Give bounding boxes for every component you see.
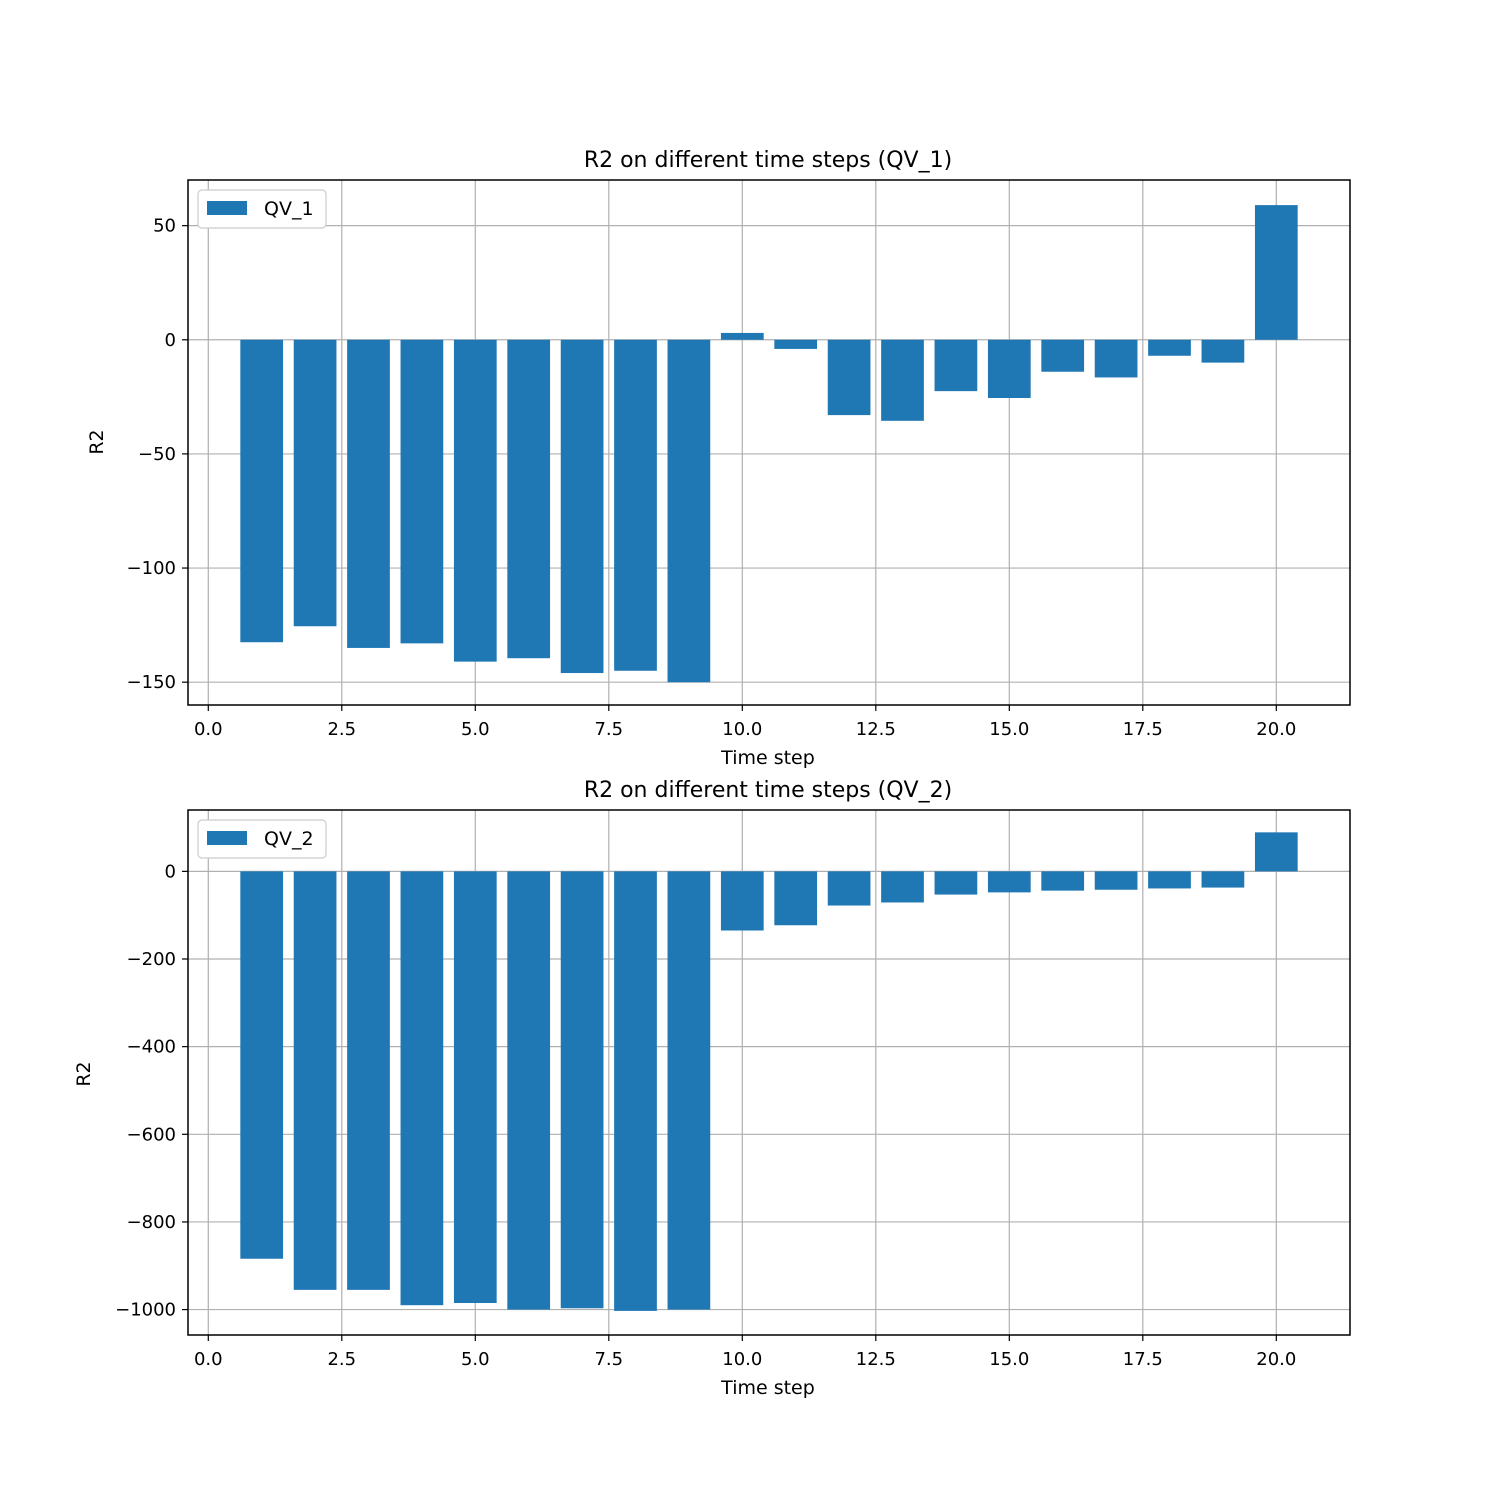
- bar: [400, 871, 444, 1306]
- bar: [453, 871, 497, 1304]
- chart-qv2: R2 on different time steps (QV_2) Time s…: [73, 778, 1351, 1399]
- y-tick-label: −600: [127, 1124, 176, 1145]
- bar-series: [240, 205, 1298, 683]
- bar: [293, 871, 337, 1290]
- bar: [347, 871, 390, 1290]
- bar-series: [240, 832, 1298, 1311]
- y-tick-label: −50: [138, 444, 176, 465]
- bar: [774, 339, 818, 349]
- bar: [1148, 339, 1191, 356]
- bar: [881, 339, 924, 421]
- y-axis-label: R2: [73, 1061, 95, 1086]
- bar: [560, 339, 604, 674]
- y-tick-label: 0: [165, 861, 176, 882]
- bar: [1254, 205, 1298, 340]
- chart-qv1: R2 on different time steps (QV_1) Time s…: [86, 148, 1351, 769]
- bar: [507, 339, 551, 659]
- bar: [827, 871, 871, 906]
- bar: [507, 871, 551, 1310]
- bar: [827, 339, 871, 416]
- x-tick-label: 12.5: [856, 1349, 896, 1370]
- x-tick-label: 12.5: [856, 719, 896, 740]
- x-tick-label: 15.0: [989, 719, 1029, 740]
- bar: [934, 339, 978, 392]
- y-tick-label: −100: [127, 558, 176, 579]
- bar: [1094, 339, 1138, 378]
- x-tick-label: 2.5: [327, 719, 356, 740]
- legend-label: QV_1: [264, 198, 314, 220]
- plot-frame: [187, 809, 1351, 1336]
- x-tick-label: 20.0: [1256, 1349, 1296, 1370]
- y-tick-label: 0: [165, 330, 176, 351]
- x-tick-label: 0.0: [194, 1349, 223, 1370]
- bar: [453, 339, 497, 662]
- bar: [720, 871, 764, 931]
- bar: [934, 871, 978, 895]
- x-tick-label: 5.0: [461, 1349, 490, 1370]
- bar: [1201, 339, 1245, 363]
- bar: [400, 339, 444, 644]
- x-tick-label: 17.5: [1123, 1349, 1163, 1370]
- y-axis-label: R2: [86, 429, 108, 454]
- legend-swatch: [207, 201, 247, 215]
- x-tick-label: 10.0: [722, 719, 762, 740]
- x-tick-label: 7.5: [594, 1349, 623, 1370]
- bar: [614, 871, 657, 1311]
- bar: [1041, 339, 1085, 372]
- y-tick-label: −800: [127, 1212, 176, 1233]
- x-tick-label: 15.0: [989, 1349, 1029, 1370]
- x-tick-label: 5.0: [461, 719, 490, 740]
- bar: [240, 339, 284, 643]
- chart-title: R2 on different time steps (QV_1): [584, 148, 952, 173]
- y-tick-label: −1000: [115, 1300, 176, 1321]
- bar: [1041, 871, 1085, 891]
- chart-title: R2 on different time steps (QV_2): [584, 778, 952, 803]
- bar: [1094, 871, 1138, 890]
- bar: [293, 339, 337, 627]
- bar: [1148, 871, 1191, 889]
- bar: [1254, 832, 1298, 872]
- legend: QV_1: [197, 189, 327, 229]
- bar: [667, 871, 711, 1310]
- bar: [667, 339, 711, 683]
- bar: [560, 871, 604, 1309]
- plot-frame: [187, 179, 1351, 706]
- legend-box: [197, 189, 327, 229]
- legend: QV_2: [197, 819, 327, 859]
- x-tick-label: 20.0: [1256, 719, 1296, 740]
- bar: [720, 332, 764, 340]
- bar: [774, 871, 818, 926]
- x-axis-label: Time step: [720, 747, 815, 769]
- bar: [347, 339, 390, 648]
- bar: [1201, 871, 1245, 888]
- legend-box: [197, 819, 327, 859]
- x-tick-label: 7.5: [594, 719, 623, 740]
- x-tick-label: 0.0: [194, 719, 223, 740]
- y-tick-label: 50: [153, 216, 176, 237]
- x-axis-label: Time step: [720, 1377, 815, 1399]
- bar: [881, 871, 924, 903]
- y-tick-label: −150: [127, 672, 176, 693]
- bar: [240, 871, 284, 1259]
- x-tick-label: 17.5: [1123, 719, 1163, 740]
- bar: [987, 871, 1031, 893]
- y-tick-label: −200: [127, 949, 176, 970]
- x-tick-label: 2.5: [327, 1349, 356, 1370]
- legend-swatch: [207, 831, 247, 845]
- x-tick-label: 10.0: [722, 1349, 762, 1370]
- bar: [614, 339, 657, 671]
- y-tick-label: −400: [127, 1037, 176, 1058]
- bar: [987, 339, 1031, 398]
- legend-label: QV_2: [264, 828, 314, 850]
